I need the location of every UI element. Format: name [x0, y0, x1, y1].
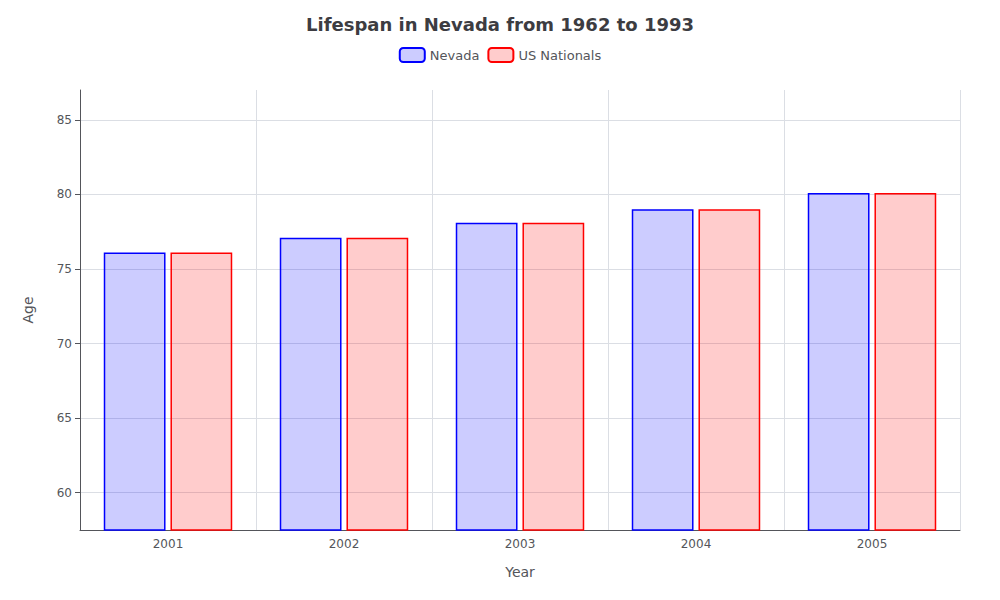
svg-text:2001: 2001 — [153, 537, 184, 551]
svg-text:85: 85 — [57, 113, 72, 127]
svg-text:60: 60 — [57, 486, 72, 500]
svg-text:65: 65 — [57, 411, 72, 425]
svg-text:2002: 2002 — [329, 537, 360, 551]
svg-text:2003: 2003 — [505, 537, 536, 551]
svg-text:Year: Year — [504, 564, 535, 580]
svg-text:Age: Age — [20, 296, 36, 323]
svg-text:Lifespan in Nevada from 1962 t: Lifespan in Nevada from 1962 to 1993 — [306, 14, 694, 35]
svg-text:2005: 2005 — [857, 537, 888, 551]
svg-text:Nevada: Nevada — [430, 48, 480, 63]
svg-text:US Nationals: US Nationals — [518, 48, 601, 63]
svg-text:70: 70 — [57, 337, 72, 351]
svg-text:80: 80 — [57, 187, 72, 201]
svg-text:2004: 2004 — [681, 537, 712, 551]
svg-text:75: 75 — [57, 262, 72, 276]
